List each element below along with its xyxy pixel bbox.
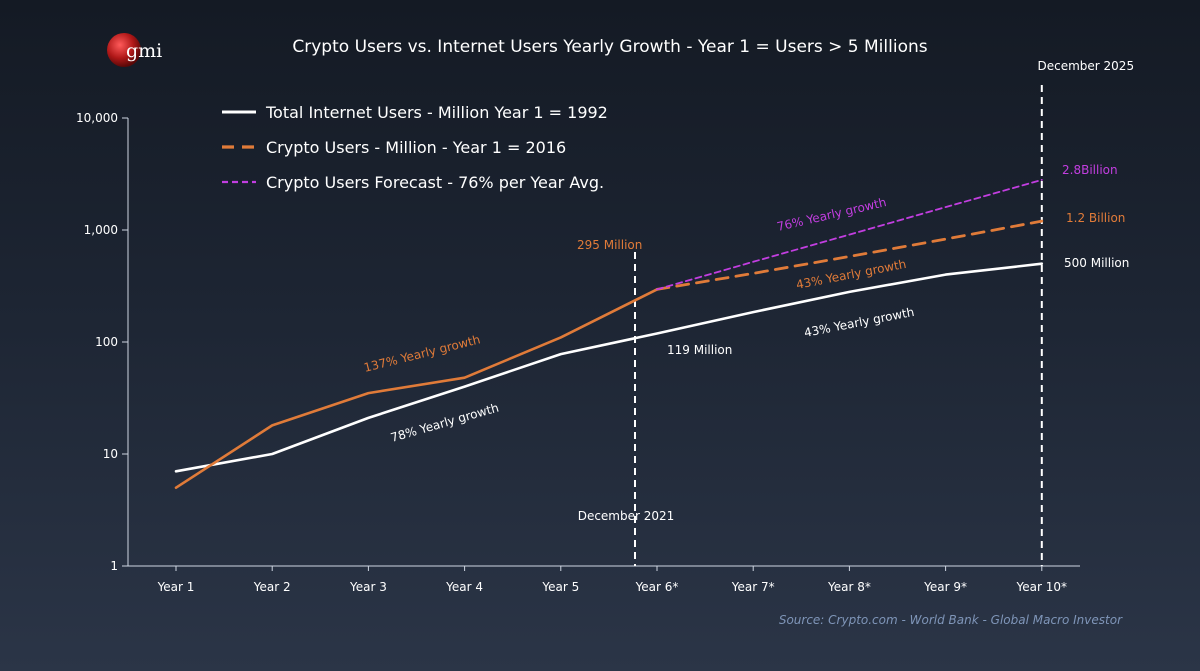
legend-label-0: Total Internet Users - Million Year 1 = … (265, 103, 608, 122)
x-tick-label: Year 4 (445, 580, 483, 594)
series-line-1 (174, 288, 659, 490)
x-tick-label: Year 1 (157, 580, 195, 594)
y-tick-label: 1,000 (84, 223, 118, 237)
y-tick-label: 100 (95, 335, 118, 349)
legend-label-2: Crypto Users Forecast - 76% per Year Avg… (266, 173, 604, 192)
y-tick-label: 1 (110, 559, 118, 573)
annotation-500-million: 500 Million (1064, 256, 1129, 270)
x-tick-label: Year 2 (253, 580, 291, 594)
legend-label-1: Crypto Users - Million - Year 1 = 2016 (266, 138, 566, 157)
annotation-43-growth-internet: 43% Yearly growth (803, 305, 916, 340)
x-tick-label: Year 5 (541, 580, 579, 594)
annotation-78-growth: 78% Yearly growth (389, 401, 500, 445)
series-line-0 (174, 262, 1044, 473)
y-tick-label: 10 (103, 447, 118, 461)
series-line-2 (655, 219, 1044, 291)
annotation-119-million: 119 Million (667, 343, 732, 357)
annotation-2-8-billion: 2.8Billion (1062, 163, 1118, 177)
annotation-137-growth: 137% Yearly growth (362, 332, 481, 375)
annotation-43-growth-crypto: 43% Yearly growth (795, 257, 908, 292)
source-note: Source: Crypto.com - World Bank - Global… (779, 613, 1123, 627)
chart-title: Crypto Users vs. Internet Users Yearly G… (292, 37, 927, 57)
vertical-marker-label: December 2021 (578, 509, 675, 523)
y-tick-label: 10,000 (76, 111, 118, 125)
vertical-marker-label: December 2025 (1038, 59, 1135, 73)
logo-text: gmi (126, 40, 162, 62)
series-line-3 (656, 178, 1043, 291)
x-tick-label: Year 9* (923, 580, 967, 594)
x-tick-label: Year 3 (349, 580, 387, 594)
x-tick-label: Year 6* (635, 580, 679, 594)
annotation-1-2-billion: 1.2 Billion (1066, 211, 1125, 225)
logo-globe (107, 33, 141, 67)
annotation-295-million: 295 Million (577, 238, 642, 252)
x-tick-label: Year 7* (731, 580, 775, 594)
x-tick-label: Year 10* (1016, 580, 1068, 594)
x-tick-label: Year 8* (827, 580, 871, 594)
gmi-logo: gmi (107, 33, 162, 67)
